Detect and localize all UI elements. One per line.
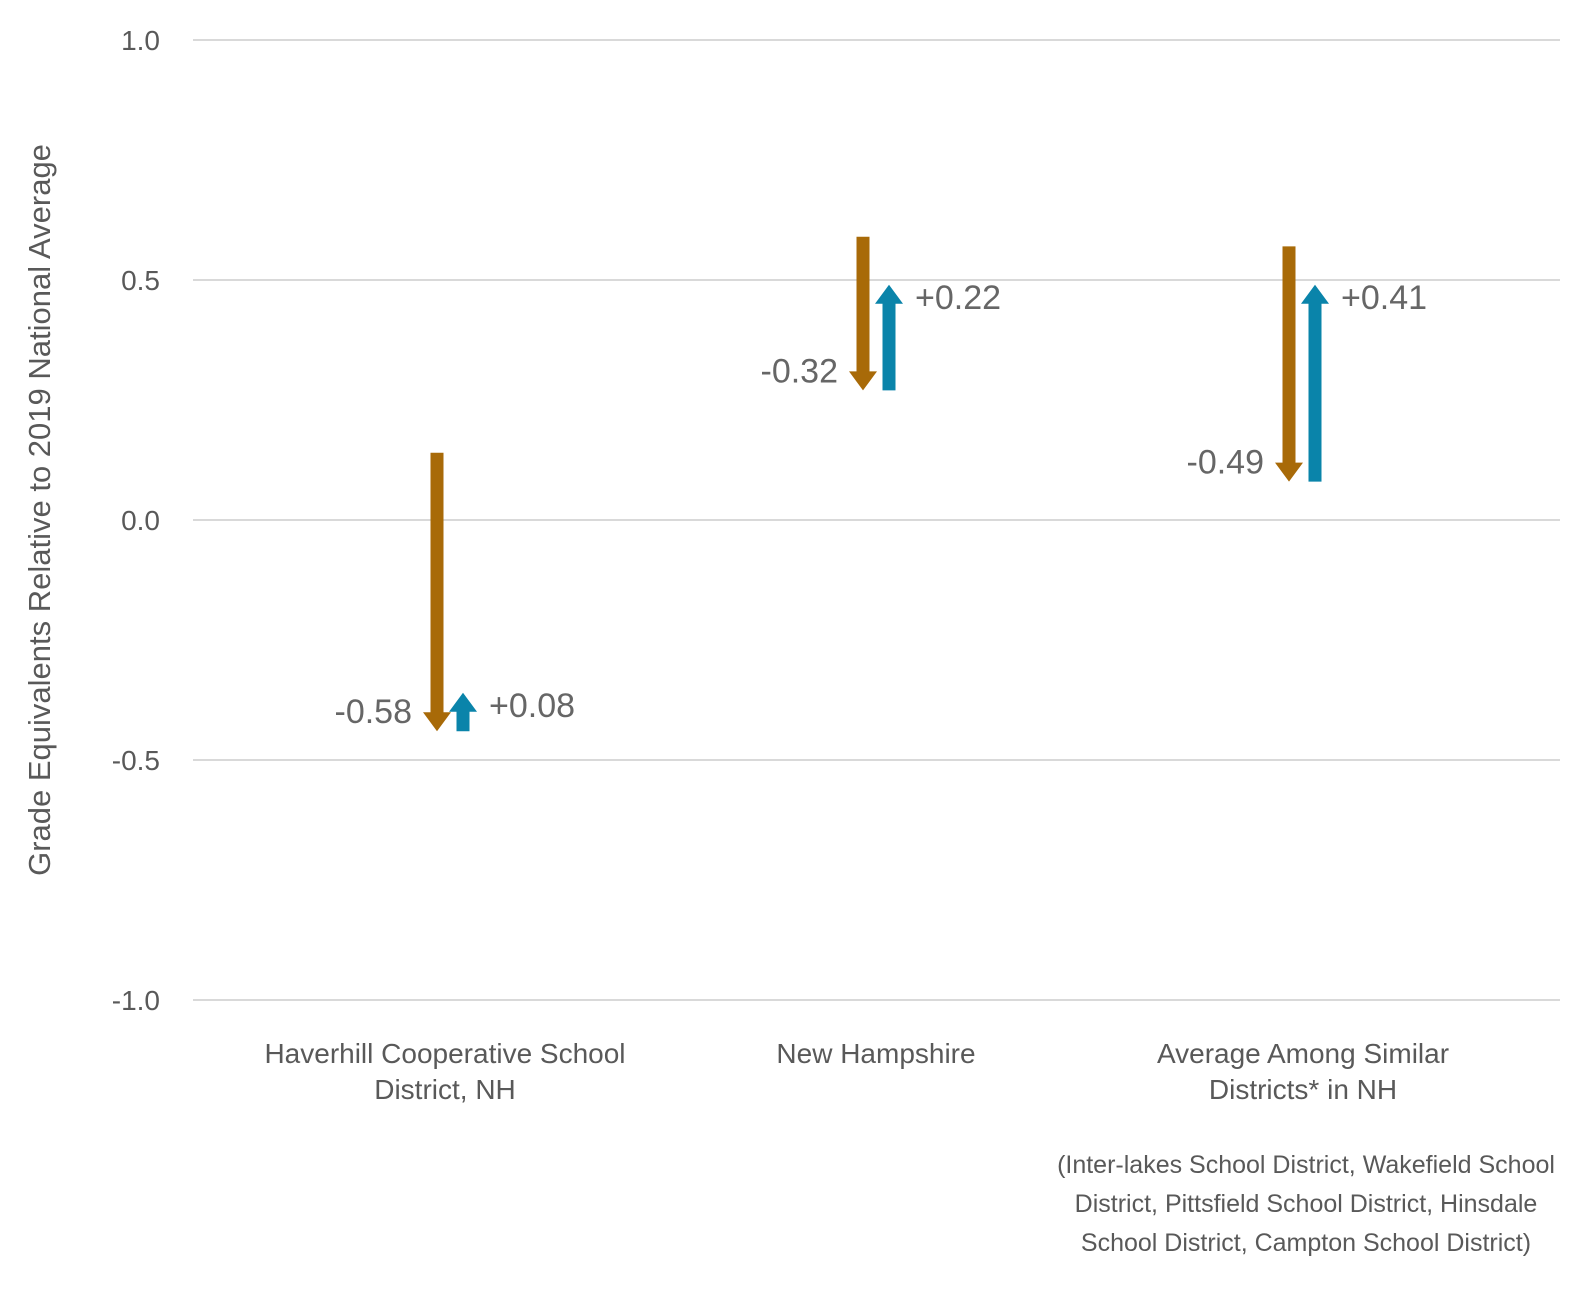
category-label-haverhill: Haverhill Cooperative School District, N… bbox=[264, 1038, 626, 1105]
recovery-arrow bbox=[449, 692, 477, 732]
decline-label: -0.58 bbox=[335, 693, 413, 731]
y-tick-label: 0.5 bbox=[121, 265, 160, 296]
decline-arrow bbox=[849, 236, 877, 391]
recovery-label: +0.08 bbox=[489, 687, 575, 725]
data-labels: -0.58 +0.08 -0.32 +0.22 -0.49 +0.41 bbox=[335, 279, 1428, 731]
recovery-label: +0.41 bbox=[1341, 279, 1427, 317]
recovery-arrow bbox=[1301, 284, 1329, 482]
decline-arrow bbox=[1275, 246, 1303, 482]
recovery-arrow bbox=[875, 284, 903, 391]
y-tick-label: -1.0 bbox=[112, 985, 160, 1016]
recovery-label: +0.22 bbox=[915, 279, 1001, 317]
y-axis-ticks: 1.0 0.5 0.0 -0.5 -1.0 bbox=[112, 25, 160, 1016]
category-label-similar-districts: Average Among Similar Districts* in NH bbox=[1156, 1038, 1450, 1105]
y-axis-label: Grade Equivalents Relative to 2019 Natio… bbox=[22, 144, 57, 876]
y-tick-label: -0.5 bbox=[112, 745, 160, 776]
y-tick-label: 1.0 bbox=[121, 25, 160, 56]
y-tick-label: 0.0 bbox=[121, 505, 160, 536]
category-label-new-hampshire: New Hampshire bbox=[776, 1038, 976, 1069]
similar-districts-note: (Inter-lakes School District, Wakefield … bbox=[1057, 1151, 1555, 1257]
decline-label: -0.32 bbox=[761, 352, 839, 390]
decline-arrow bbox=[423, 452, 451, 732]
decline-label: -0.49 bbox=[1187, 444, 1265, 482]
arrow-marks bbox=[423, 236, 1329, 732]
gridlines bbox=[193, 39, 1560, 1001]
